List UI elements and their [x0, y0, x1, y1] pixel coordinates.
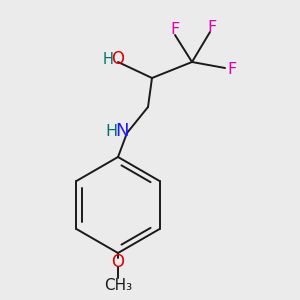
Text: O: O — [112, 50, 124, 68]
Text: F: F — [207, 20, 217, 34]
Text: N: N — [115, 122, 129, 140]
Text: H: H — [103, 52, 113, 67]
Text: F: F — [170, 22, 180, 38]
Text: CH₃: CH₃ — [104, 278, 132, 293]
Text: O: O — [112, 253, 124, 271]
Text: H: H — [105, 124, 117, 140]
Text: F: F — [227, 61, 237, 76]
